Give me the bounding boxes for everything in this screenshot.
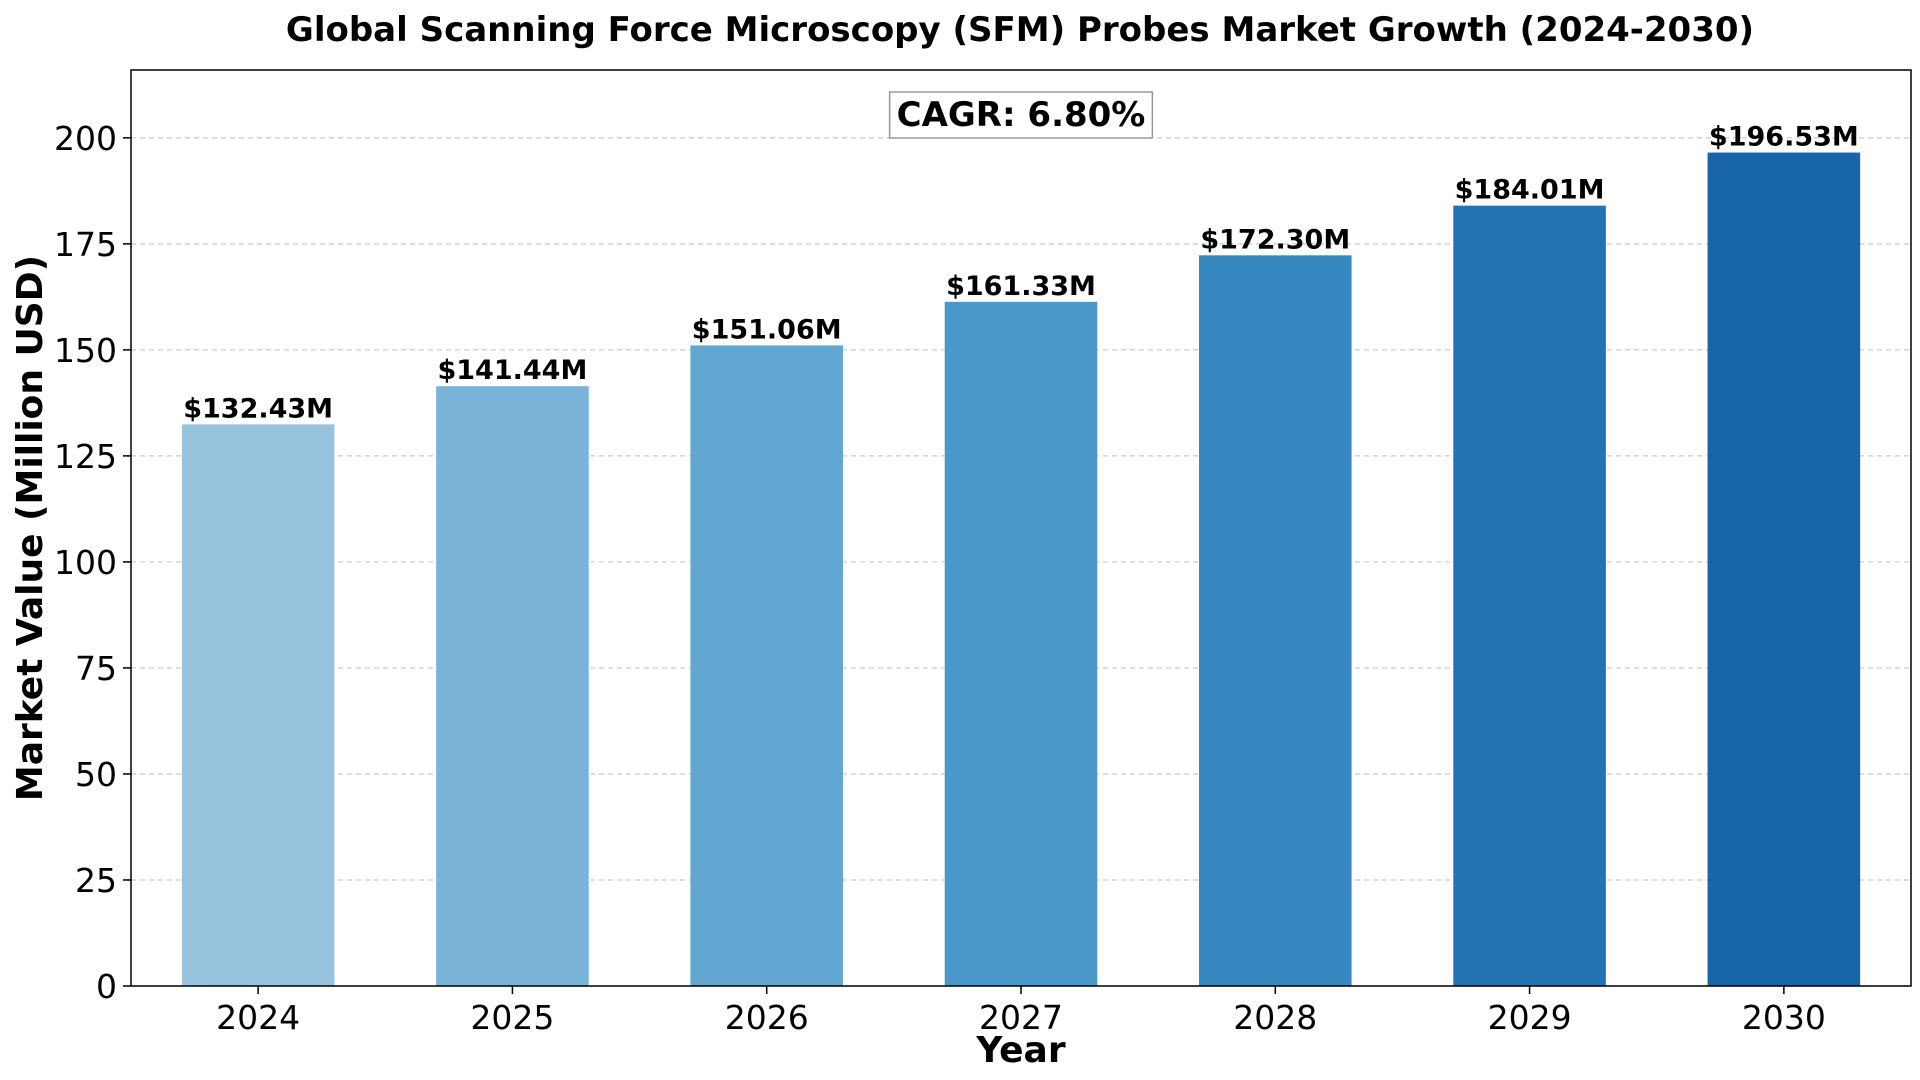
data-label-2026: $151.06M: [692, 314, 842, 345]
bars: [181, 152, 1861, 987]
y-tick-label: 125: [54, 437, 117, 476]
x-axis-ticks: 2024 2025 2026 2027 2028 2029 2030: [216, 986, 1826, 1037]
bar-2025: [436, 386, 589, 986]
data-label-2025: $141.44M: [437, 355, 587, 386]
cagr-annotation: CAGR: 6.80%: [888, 91, 1154, 139]
data-label-2030: $196.53M: [1709, 122, 1859, 153]
data-label-2028: $172.30M: [1200, 224, 1350, 255]
y-tick-label: 75: [75, 649, 117, 688]
cagr-annotation-text: CAGR: 6.80%: [897, 95, 1146, 135]
y-tick-label: 25: [75, 861, 117, 900]
x-tick-label: 2028: [1233, 998, 1317, 1037]
data-label-2029: $184.01M: [1455, 175, 1605, 206]
cagr-annotation-box: [888, 91, 1154, 139]
bar-2026: [690, 345, 843, 987]
x-tick-label: 2026: [725, 998, 809, 1037]
bar-2024: [181, 424, 335, 987]
y-tick-label: 175: [54, 225, 117, 264]
x-tick-label: 2030: [1742, 998, 1826, 1037]
y-tick-label: 100: [54, 543, 117, 582]
y-tick-label: 200: [54, 119, 117, 158]
y-tick-label: 50: [75, 755, 117, 794]
x-axis-label: Year: [975, 1030, 1065, 1071]
bar-2029: [1453, 205, 1606, 986]
y-tick-label: 0: [96, 967, 117, 1006]
bar-2028: [1199, 255, 1352, 986]
data-label-2024: $132.43M: [183, 393, 333, 424]
chart-title: Global Scanning Force Microscopy (SFM) P…: [286, 10, 1754, 50]
x-tick-label: 2025: [470, 998, 554, 1037]
x-tick-label: 2024: [216, 998, 300, 1037]
bar-2030: [1707, 152, 1861, 987]
x-tick-label: 2029: [1488, 998, 1572, 1037]
data-label-2027: $161.33M: [946, 271, 1096, 302]
y-tick-label: 150: [54, 331, 117, 370]
bar-2027: [944, 301, 1098, 986]
x-tick-label: 2027: [979, 998, 1063, 1037]
data-labels: $132.43M $141.44M $151.06M $161.33M $172.30M…: [183, 122, 1859, 425]
y-axis-label: Market Value (Million USD): [10, 255, 51, 801]
y-axis-ticks: 0 25 50 75 100 125 150 175 200: [54, 119, 131, 1006]
